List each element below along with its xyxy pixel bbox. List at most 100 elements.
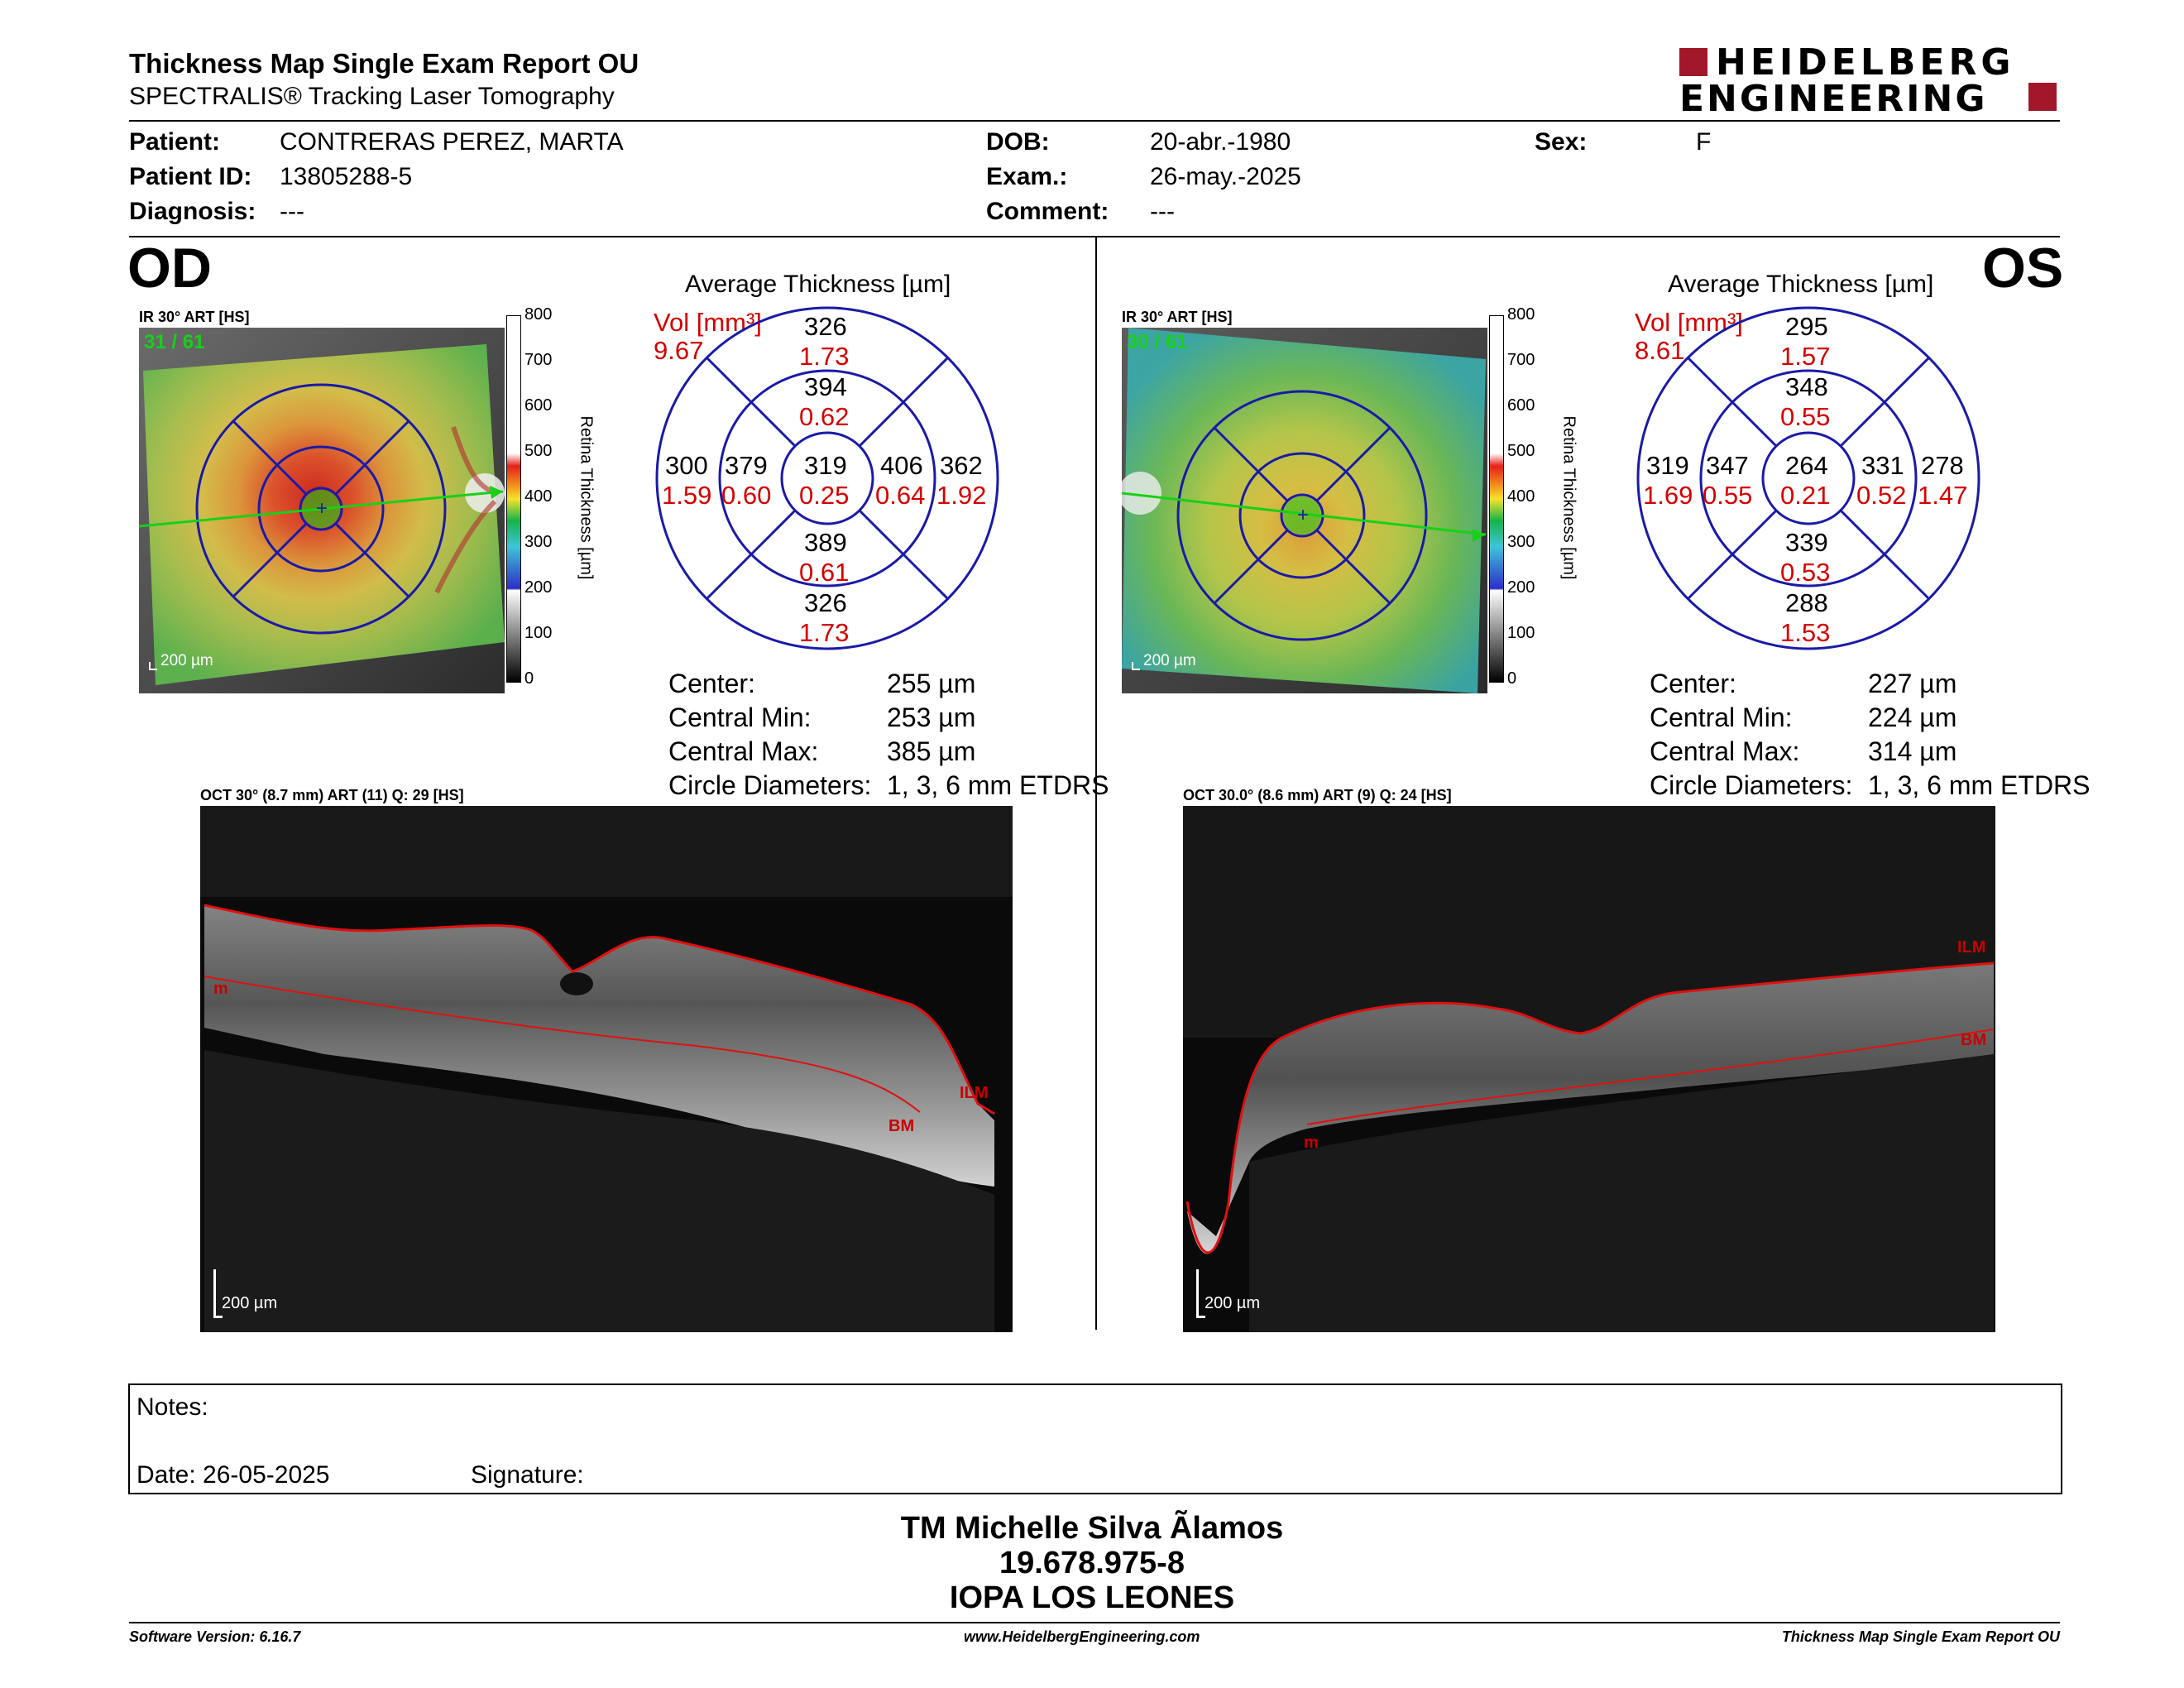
footer-website[interactable]: www.HeidelbergEngineering.com — [964, 1628, 1200, 1645]
os-stat-min-value: 224 µm — [1868, 703, 1957, 732]
od-inner-left-thickness: 379 — [725, 451, 768, 480]
od-stat-center-label: Center: — [668, 669, 755, 698]
os-center-thickness: 264 — [1785, 451, 1828, 480]
od-center-volume: 0.25 — [799, 481, 850, 510]
od-colorbar-label: Retina Thickness [µm] — [577, 415, 596, 580]
os-grid-title: Average Thickness [µm] — [1668, 271, 1934, 298]
signoff-name: TM Michelle Silva Ãlamos — [900, 1511, 1284, 1546]
os-colorbar-label: Retina Thickness [µm] — [1559, 415, 1578, 580]
od-tick-0: 0 — [524, 669, 534, 688]
od-outer-top-volume: 1.73 — [799, 342, 850, 371]
od-map-svg: + — [139, 328, 505, 693]
os-inner-right-volume: 0.52 — [1856, 481, 1907, 510]
notes-label: Notes: — [136, 1393, 208, 1421]
os-layer-ilm: ILM — [1957, 938, 1986, 957]
os-center-volume: 0.21 — [1780, 481, 1831, 510]
os-stat-max-label: Central Max: — [1650, 736, 1800, 766]
od-stat-center-value: 255 µm — [887, 669, 976, 698]
dob-value: 20-abr.-1980 — [1150, 128, 1291, 156]
os-map-svg: + — [1122, 328, 1487, 693]
od-ilm-line — [204, 904, 995, 1115]
od-layer-m: m — [213, 980, 228, 998]
logo-line1: HEIDELBERG — [1716, 41, 2015, 84]
os-tick-400: 400 — [1507, 487, 1535, 506]
os-inner-top-thickness: 348 — [1785, 372, 1828, 401]
od-inner-top-thickness: 394 — [804, 372, 847, 401]
od-outer-right-volume: 1.92 — [936, 481, 987, 510]
os-tick-300: 300 — [1507, 533, 1535, 551]
od-inner-right-volume: 0.64 — [875, 481, 926, 510]
os-stat-circles-value: 1, 3, 6 mm ETDRS — [1868, 770, 2091, 800]
od-etdrs-grid — [655, 306, 999, 650]
logo-square-left — [1679, 48, 1707, 76]
od-vol-value: 9.67 — [654, 336, 704, 365]
od-stat-max-label: Central Max: — [668, 736, 819, 766]
od-outer-left-thickness: 300 — [665, 451, 708, 480]
os-frames: 30 / 61 — [1127, 331, 1188, 353]
patient-id-label: Patient ID: — [129, 163, 252, 190]
od-tick-300: 300 — [524, 533, 553, 551]
notes-signature-label: Signature: — [471, 1461, 584, 1489]
od-ir-label: IR 30° ART [HS] — [139, 309, 250, 325]
comment-value: --- — [1150, 198, 1175, 225]
os-optic-disc — [1122, 472, 1161, 515]
os-etdrs-overlay — [1176, 390, 1428, 641]
od-colorbar-ticks: 800 700 600 500 400 300 200 100 0 — [524, 305, 574, 694]
os-tick-200: 200 — [1507, 578, 1535, 597]
od-tick-500: 500 — [524, 442, 553, 460]
os-eye-label: OS — [1982, 237, 2064, 300]
od-inner-left-volume: 0.60 — [721, 481, 772, 510]
od-outer-right-thickness: 362 — [940, 451, 983, 480]
os-vol-label: Vol [mm³] — [1635, 308, 1743, 337]
od-tick-200: 200 — [524, 578, 553, 597]
os-tick-500: 500 — [1507, 442, 1535, 460]
od-inner-right-thickness: 406 — [880, 451, 923, 480]
os-outer-right-thickness: 278 — [1921, 451, 1964, 480]
os-stat-center-label: Center: — [1650, 669, 1736, 698]
os-inner-bottom-thickness: 339 — [1785, 528, 1828, 557]
os-oct-svg — [1183, 806, 1995, 1332]
os-bm-line — [1306, 1029, 1995, 1125]
od-frames: 31 / 61 — [144, 331, 205, 353]
od-tick-800: 800 — [524, 305, 553, 324]
od-outer-bottom-volume: 1.73 — [799, 618, 850, 647]
od-outer-top-thickness: 326 — [804, 312, 847, 341]
od-map-scale: 200 µm — [160, 652, 213, 669]
od-tick-600: 600 — [524, 396, 553, 415]
comment-label: Comment: — [986, 198, 1109, 225]
os-stat-min-label: Central Min: — [1650, 703, 1793, 732]
report-subtitle: SPECTRALIS® Tracking Laser Tomography — [129, 83, 615, 110]
os-outer-right-volume: 1.47 — [1918, 481, 1968, 510]
dob-label: DOB: — [986, 128, 1050, 156]
os-stat-center-value: 227 µm — [1868, 669, 1957, 698]
patient-name: CONTRERAS PEREZ, MARTA — [280, 128, 624, 156]
os-ilm-line — [1185, 961, 1995, 1254]
logo-square-right — [2028, 83, 2057, 111]
os-etdrs-grid — [1636, 306, 1980, 650]
os-scan-line — [1122, 492, 1487, 536]
footer-report-name: Thickness Map Single Exam Report OU — [1781, 1628, 2060, 1645]
os-oct-label: OCT 30.0° (8.6 mm) ART (9) Q: 24 [HS] — [1183, 787, 1452, 803]
od-stat-max-value: 385 µm — [887, 736, 976, 766]
diagnosis-label: Diagnosis: — [129, 198, 256, 225]
sex-label: Sex: — [1535, 128, 1588, 156]
report-title: Thickness Map Single Exam Report OU — [129, 48, 639, 79]
od-oct-scan: ILM BM m 200 µm — [200, 806, 1013, 1332]
od-stat-min-label: Central Min: — [668, 703, 812, 732]
os-layer-m: m — [1304, 1134, 1319, 1152]
od-tick-700: 700 — [524, 351, 553, 369]
exam-value: 26-may.-2025 — [1150, 163, 1301, 190]
od-retina-layers — [204, 905, 994, 1187]
footer-rule — [129, 1622, 2060, 1623]
os-outer-top-thickness: 295 — [1785, 312, 1828, 341]
od-eye-label: OD — [127, 237, 212, 300]
os-retina-layers — [1187, 963, 1994, 1254]
od-vol-label: Vol [mm³] — [654, 308, 762, 337]
os-oct-scan: ILM BM m 200 µm — [1183, 806, 1995, 1332]
od-scan-line — [139, 490, 504, 528]
od-inner-bottom-thickness: 389 — [804, 528, 847, 557]
od-tick-100: 100 — [524, 624, 553, 642]
os-colorbar — [1489, 315, 1504, 683]
os-inner-left-volume: 0.55 — [1703, 481, 1753, 510]
signoff-institution: IOPA LOS LEONES — [949, 1580, 1235, 1615]
